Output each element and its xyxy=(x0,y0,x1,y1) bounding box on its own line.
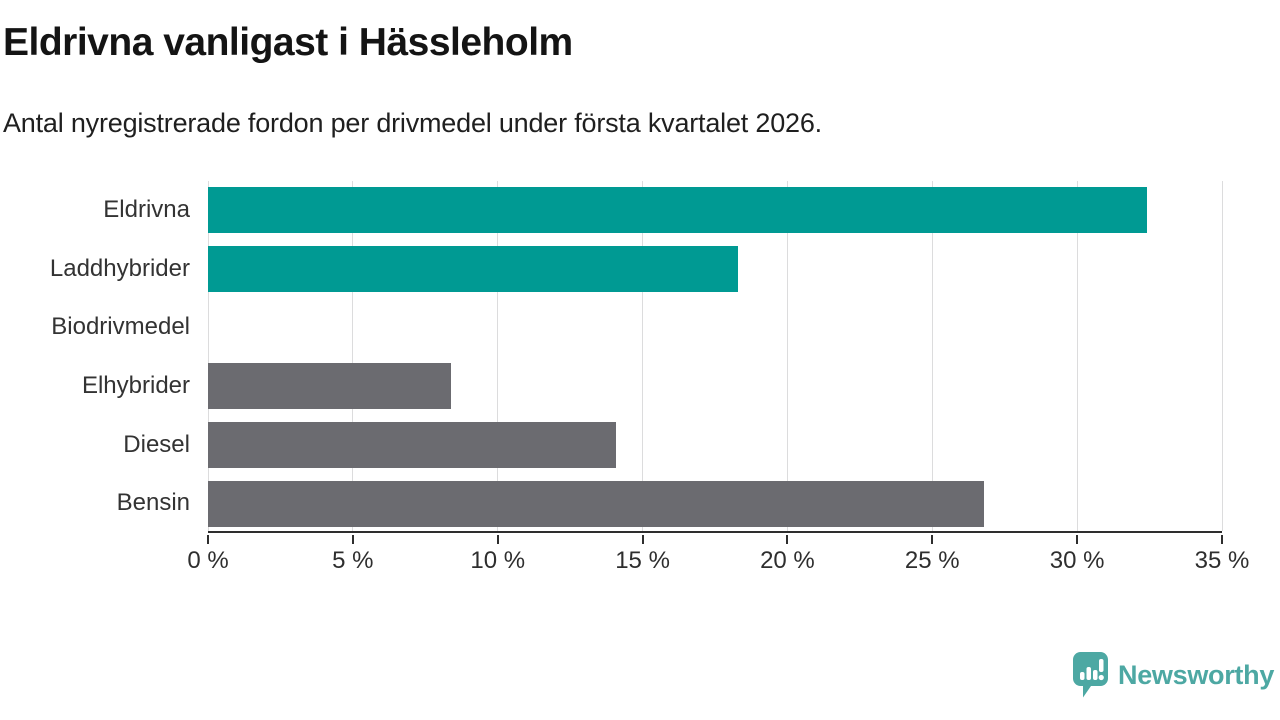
bar-diesel xyxy=(208,422,617,468)
x-axis-tick-25pct xyxy=(931,535,934,544)
bar-eldrivna xyxy=(208,187,1147,234)
gridline-10pct xyxy=(497,181,499,531)
bar-laddhybrider xyxy=(208,246,739,292)
category-label-eldrivna: Eldrivna xyxy=(103,196,190,223)
brand-name: Newsworthy xyxy=(1118,659,1275,690)
x-axis-tick-20pct xyxy=(786,535,789,544)
category-label-diesel: Diesel xyxy=(123,430,190,458)
chart-subtitle: Antal nyregistrerade fordon per drivmede… xyxy=(3,108,822,138)
x-axis-tick-15pct xyxy=(641,535,644,544)
gridline-15pct xyxy=(642,181,644,531)
gridline-25pct xyxy=(931,181,933,531)
x-axis-tick-label-10pct: 10 % xyxy=(470,547,526,574)
category-label-biodrivmedel: Biodrivmedel xyxy=(51,313,190,341)
x-axis-tick-label-5pct: 5 % xyxy=(332,547,374,574)
bar-chart: Eldrivna Laddhybrider Biodrivmedel Elhybrid… xyxy=(0,181,1280,574)
category-label-laddhybrider: Laddhybrider xyxy=(49,254,190,282)
y-axis-category-labels: Eldrivna Laddhybrider Biodrivmedel Elhybrid… xyxy=(0,181,190,533)
x-axis-tick-label-25pct: 25 % xyxy=(904,547,960,574)
chart-title: Eldrivna vanligast i Hässleholm xyxy=(3,21,573,64)
plot-area: 0 % 5 % 10 % 15 % 20 % 25 % 30 % 35 % xyxy=(187,181,1249,574)
x-axis-tick-label-15pct: 15 % xyxy=(615,547,670,574)
bar-elhybrider xyxy=(208,363,452,410)
gridline-35pct xyxy=(1221,181,1223,531)
gridline-30pct xyxy=(1076,181,1078,531)
gridline-20pct xyxy=(786,181,788,531)
gridline-0pct xyxy=(207,181,209,531)
category-label-bensin: Bensin xyxy=(116,489,190,517)
x-axis-tick-10pct xyxy=(496,535,499,544)
newsworthy-logo-icon xyxy=(1073,652,1108,698)
x-axis-tick-35pct xyxy=(1221,535,1223,544)
x-axis-tick-label-35pct: 35 % xyxy=(1194,547,1250,574)
gridline-5pct xyxy=(352,181,354,531)
x-axis-tick-0pct xyxy=(207,535,209,544)
category-label-elhybrider: Elhybrider xyxy=(81,372,190,399)
x-axis-tick-30pct xyxy=(1076,535,1079,544)
x-axis-tick-label-20pct: 20 % xyxy=(760,547,815,574)
x-axis-tick-label-0pct: 0 % xyxy=(187,547,229,574)
x-axis-tick-label-30pct: 30 % xyxy=(1049,547,1105,574)
bar-bensin xyxy=(208,480,985,527)
brand-footer: Newsworthy xyxy=(1072,651,1274,699)
x-axis-tick-5pct xyxy=(351,535,354,544)
